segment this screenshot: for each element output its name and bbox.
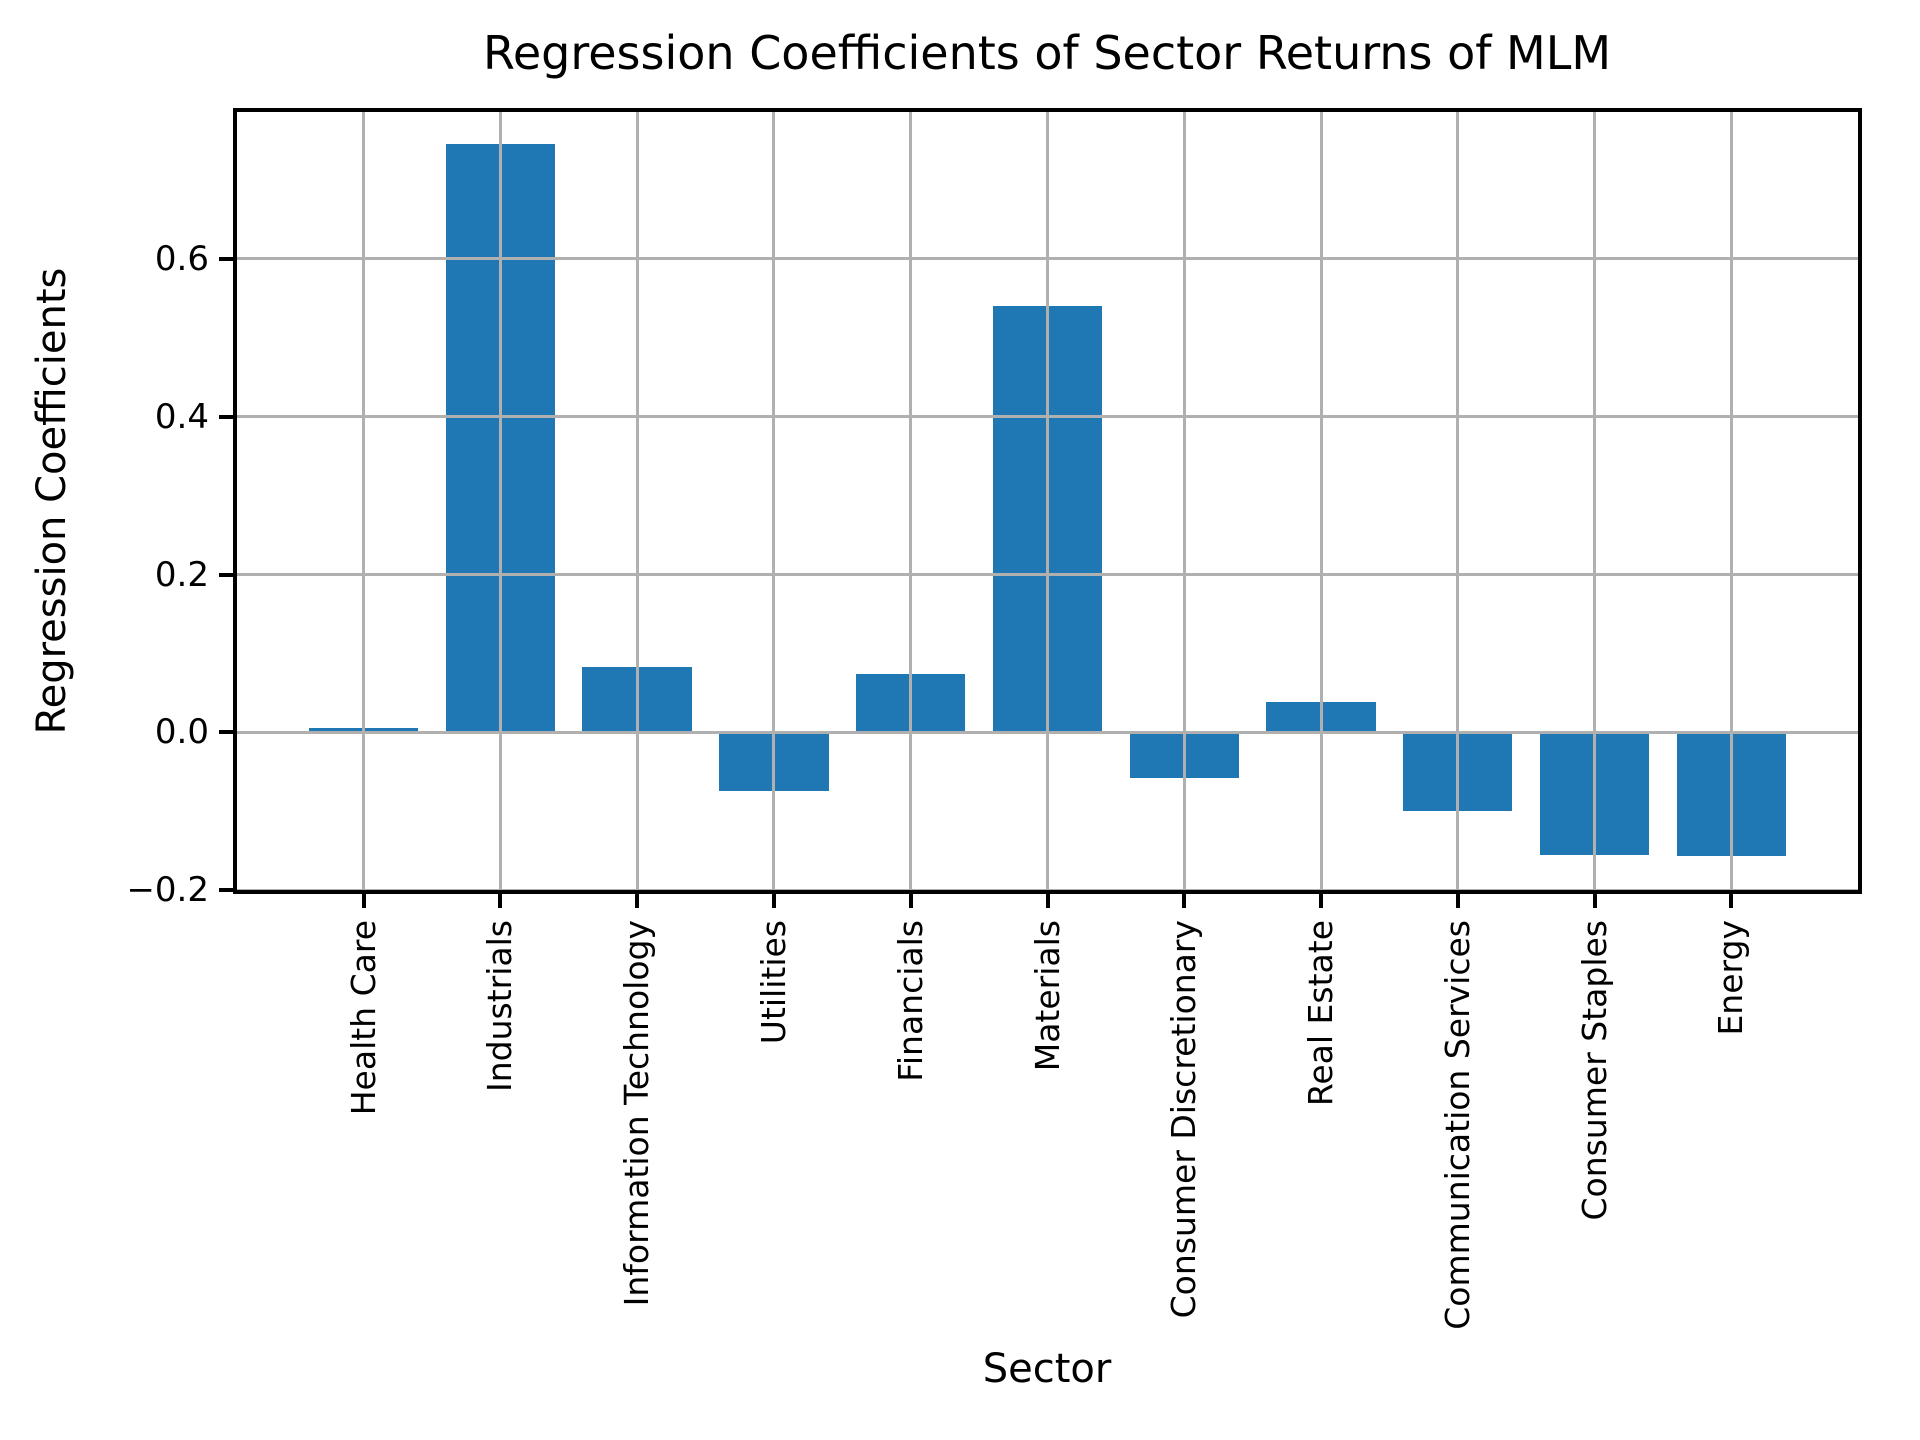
x-tick: [1592, 894, 1597, 908]
chart-title: Regression Coefficients of Sector Return…: [482, 26, 1612, 80]
y-tick-label: 0.0: [154, 712, 209, 753]
x-tick-label: Industrials: [480, 920, 520, 1092]
v-gridline: [1456, 110, 1460, 892]
y-axis-label: Regression Coefficients: [29, 267, 75, 735]
v-gridline: [772, 110, 776, 892]
y-tick: [219, 730, 233, 735]
x-tick-label: Utilities: [753, 920, 793, 1045]
y-tick-label: 0.2: [154, 554, 209, 595]
y-tick: [219, 888, 233, 893]
v-gridline: [1182, 110, 1186, 892]
x-tick: [361, 894, 366, 908]
v-gridline: [1319, 110, 1323, 892]
x-tick: [1729, 894, 1734, 908]
y-tick: [219, 572, 233, 577]
x-tick: [1045, 894, 1050, 908]
x-tick-label: Communication Services: [1437, 920, 1477, 1330]
x-tick: [1319, 894, 1324, 908]
y-tick-label: 0.4: [154, 396, 209, 437]
x-tick: [771, 894, 776, 908]
x-tick-label: Consumer Staples: [1574, 920, 1614, 1221]
x-tick-label: Financials: [890, 920, 930, 1082]
v-gridline: [362, 110, 366, 892]
v-gridline: [635, 110, 639, 892]
v-gridline: [1729, 110, 1733, 892]
x-tick-label: Consumer Discretionary: [1164, 920, 1204, 1319]
y-tick-label: 0.6: [154, 238, 209, 279]
y-tick-label: −0.2: [126, 870, 209, 911]
x-tick: [1455, 894, 1460, 908]
x-tick: [908, 894, 913, 908]
x-tick: [498, 894, 503, 908]
x-tick: [1182, 894, 1187, 908]
v-gridline: [1046, 110, 1049, 892]
v-gridline: [498, 110, 502, 892]
x-tick-label: Real Estate: [1301, 920, 1341, 1107]
x-tick-label: Information Technology: [617, 920, 657, 1307]
v-gridline: [1593, 110, 1597, 892]
x-tick-label: Energy: [1711, 920, 1751, 1036]
x-tick-label: Materials: [1027, 920, 1067, 1072]
y-tick: [219, 256, 233, 261]
x-tick: [635, 894, 640, 908]
y-tick: [219, 414, 233, 419]
x-tick-label: Health Care: [343, 920, 383, 1116]
v-gridline: [909, 110, 913, 892]
x-axis-label: Sector: [982, 1346, 1112, 1392]
